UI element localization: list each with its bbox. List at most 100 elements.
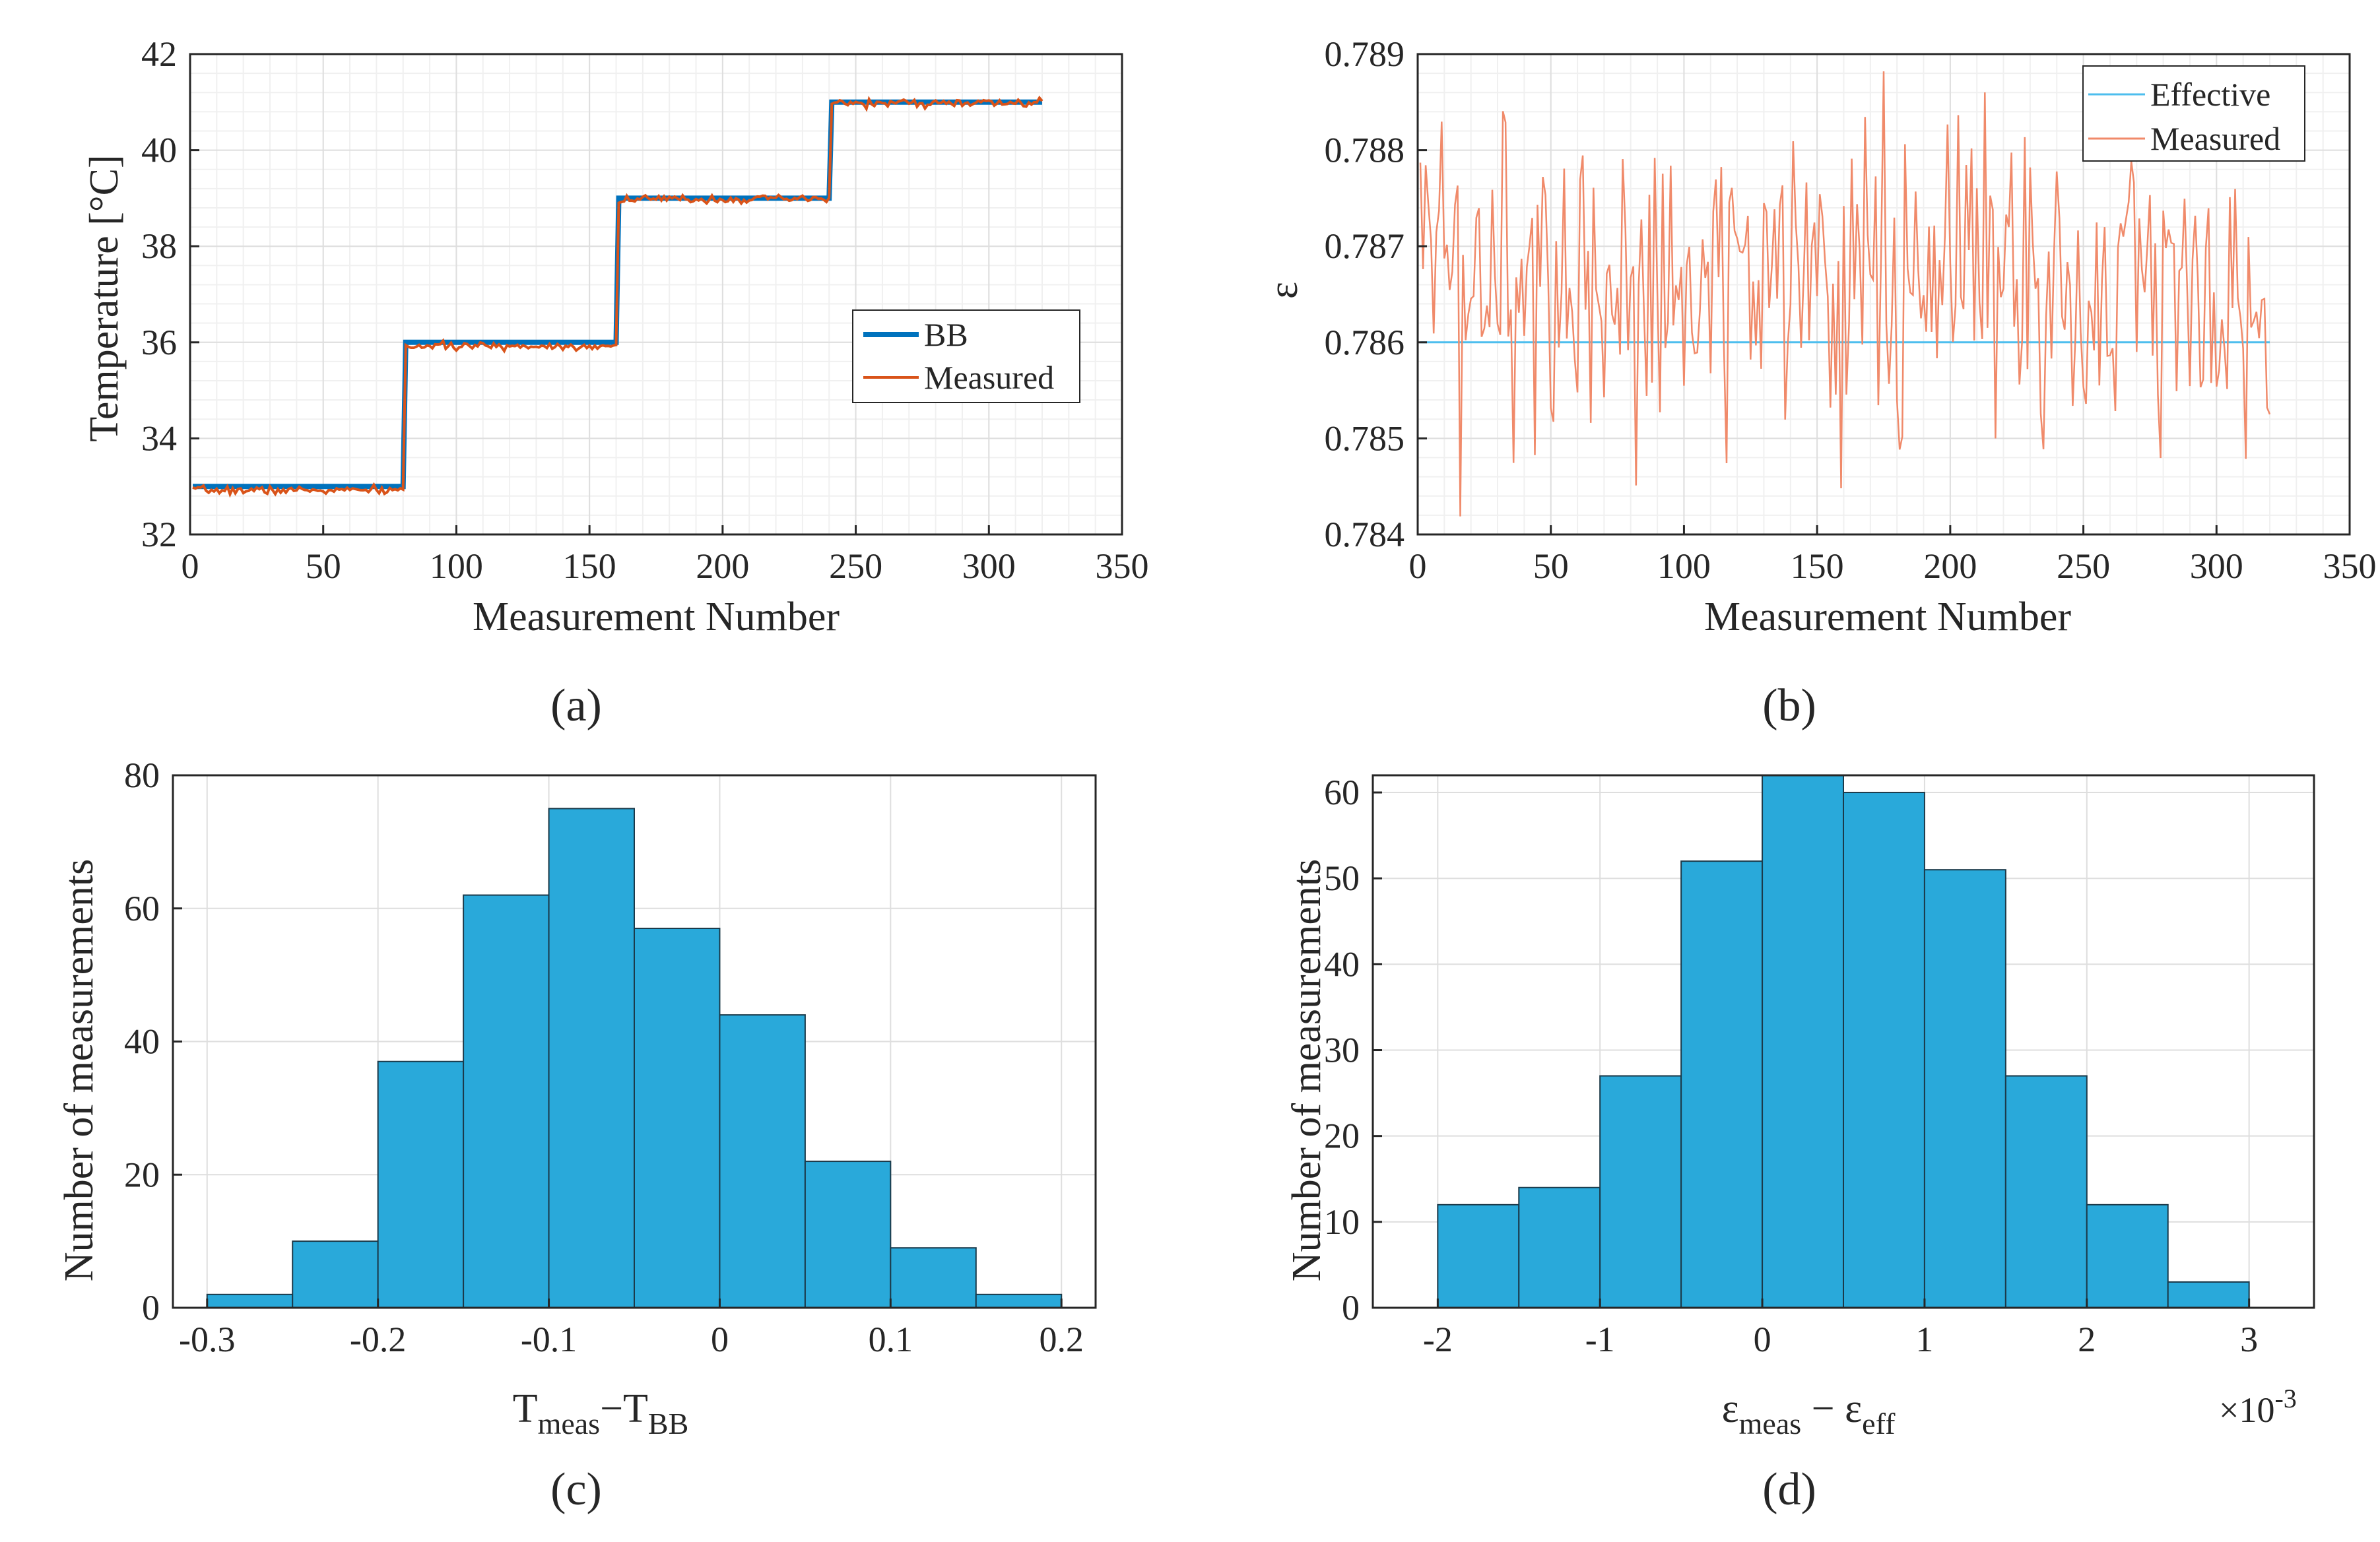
panel-b-legend-box bbox=[2082, 65, 2305, 162]
panel-d-histogram-bar bbox=[1518, 1186, 1601, 1308]
panel-c-histogram-bar bbox=[719, 1014, 806, 1309]
panel-d-x-tick-label: 2 bbox=[2078, 1320, 2096, 1359]
panel-d-x-tick-label: 1 bbox=[1915, 1320, 1933, 1359]
panel-b-x-tick-label: 300 bbox=[2190, 546, 2243, 586]
panel-a-y-tick-label: 36 bbox=[141, 323, 177, 362]
panel-b-legend-label-effective: Effective bbox=[2150, 76, 2270, 113]
panel-d-y-tick-label: 30 bbox=[1324, 1031, 1360, 1070]
panel-d-x-tick-label: -1 bbox=[1585, 1320, 1615, 1359]
panel-c-y-tick-label: 80 bbox=[124, 755, 160, 795]
panel-c-xlabel: Tmeas−TBB bbox=[513, 1386, 689, 1440]
panel-d-y-tick-label: 40 bbox=[1324, 944, 1360, 984]
panel-a-y-tick-label: 34 bbox=[141, 418, 177, 458]
panel-b-x-tick-label: 50 bbox=[1533, 546, 1569, 586]
panel-a-y-tick-label: 32 bbox=[141, 515, 177, 554]
panel-b-y-tick-label: 0.787 bbox=[1325, 226, 1405, 266]
panel-b-x-tick-label: 0 bbox=[1409, 546, 1427, 586]
panel-b-x-tick-label: 150 bbox=[1791, 546, 1844, 586]
panel-a-axes-frame bbox=[189, 53, 1123, 536]
panel-d-histogram-bar bbox=[1923, 869, 2006, 1308]
panel-c-histogram-bar bbox=[377, 1060, 465, 1308]
panel-a-x-tick-label: 250 bbox=[829, 546, 882, 586]
panel-b-ylabel: ε bbox=[1261, 282, 1306, 299]
panel-c-histogram-bar bbox=[463, 894, 550, 1308]
panel-b-y-tick-label: 0.784 bbox=[1325, 515, 1405, 554]
panel-a-xlabel: Measurement Number bbox=[473, 594, 840, 639]
panel-d-axes-frame bbox=[1372, 774, 2315, 1309]
panel-c-x-tick-label: -0.1 bbox=[521, 1320, 577, 1359]
panel-a-x-tick-label: 0 bbox=[182, 546, 199, 586]
panel-d-histogram-bar bbox=[2004, 1075, 2088, 1309]
panel-d-caption: (d) bbox=[1762, 1464, 1816, 1515]
panel-b-axes-frame bbox=[1416, 53, 2351, 536]
panel-b-series-measured-line bbox=[1419, 71, 2271, 517]
panel-c-y-tick-label: 20 bbox=[124, 1155, 160, 1194]
panel-a-y-tick-label: 40 bbox=[141, 131, 177, 170]
panel-d-y-tick-label: 60 bbox=[1324, 773, 1360, 812]
panel-c-y-tick-label: 40 bbox=[124, 1022, 160, 1062]
panel-c-histogram-bar bbox=[890, 1247, 977, 1309]
panel-b-legend-label-measured: Measured bbox=[2150, 120, 2280, 157]
panel-c-x-tick-label: 0.2 bbox=[1039, 1320, 1084, 1359]
panel-d-histogram-bar bbox=[1680, 860, 1764, 1308]
panel-c-y-tick-label: 0 bbox=[142, 1288, 160, 1328]
panel-b-x-tick-label: 350 bbox=[2323, 546, 2377, 586]
panel-b-legend: Effective Measured bbox=[2082, 65, 2305, 162]
panel-d-ylabel: Number of measurements bbox=[1284, 859, 1329, 1281]
panel-c-histogram-bar bbox=[548, 808, 635, 1308]
panel-c-x-tick-label: 0.1 bbox=[869, 1320, 913, 1359]
panel-a-x-tick-label: 350 bbox=[1096, 546, 1149, 586]
panel-b-y-tick-label: 0.788 bbox=[1325, 131, 1405, 170]
panel-d-histogram-bar bbox=[1437, 1204, 1520, 1308]
panel-a-caption: (a) bbox=[550, 680, 602, 731]
panel-c-x-tick-label: -0.3 bbox=[179, 1320, 235, 1359]
panel-c-caption: (c) bbox=[550, 1464, 602, 1515]
panel-a-legend-label-measured: Measured bbox=[924, 359, 1054, 396]
panel-d-x-tick-label: 0 bbox=[1754, 1320, 1771, 1359]
panel-b-xlabel: Measurement Number bbox=[1704, 594, 2071, 639]
panel-c-histogram-bar bbox=[804, 1161, 892, 1308]
panel-b-y-tick-label: 0.789 bbox=[1325, 34, 1405, 74]
panel-d-x-tick-label: 3 bbox=[2240, 1320, 2258, 1359]
panel-d-histogram-bar bbox=[2086, 1204, 2169, 1308]
panel-a-x-tick-label: 100 bbox=[430, 546, 483, 586]
panel-d-xlabel: εmeas − εeff bbox=[1722, 1386, 1896, 1440]
panel-a-temperature-plot: BB Measured Measurement Number Temperature … bbox=[82, 34, 1149, 731]
panel-d-histogram-bar bbox=[1762, 775, 1844, 1308]
panel-d-y-tick-label: 50 bbox=[1324, 858, 1360, 898]
panel-c-x-tick-label: -0.2 bbox=[350, 1320, 406, 1359]
panel-c-histogram-bar bbox=[206, 1293, 294, 1308]
panel-c-histogram-bar bbox=[975, 1293, 1063, 1308]
panel-c-ylabel: Number of measurements bbox=[57, 859, 102, 1281]
panel-d-y-tick-label: 20 bbox=[1324, 1116, 1360, 1156]
panel-d-y-tick-label: 10 bbox=[1324, 1202, 1360, 1242]
panel-a-y-tick-label: 38 bbox=[141, 226, 177, 266]
panel-b-caption: (b) bbox=[1762, 680, 1816, 731]
panel-d-histogram-bar bbox=[2167, 1281, 2250, 1309]
panel-a-x-tick-label: 300 bbox=[962, 546, 1016, 586]
panel-a-y-tick-label: 42 bbox=[141, 34, 177, 74]
panel-b-x-tick-label: 100 bbox=[1657, 546, 1711, 586]
panel-b-x-tick-label: 200 bbox=[1923, 546, 1977, 586]
panel-a-x-tick-label: 200 bbox=[696, 546, 749, 586]
panel-a-x-tick-label: 150 bbox=[563, 546, 616, 586]
panel-d-histogram-bar bbox=[1843, 792, 1925, 1308]
panel-c-histogram-bar bbox=[292, 1240, 379, 1308]
panel-b-y-tick-label: 0.785 bbox=[1325, 418, 1405, 458]
panel-b-y-tick-label: 0.786 bbox=[1325, 323, 1405, 362]
panel-c-x-tick-label: 0 bbox=[711, 1320, 729, 1359]
panel-a-plot-area bbox=[190, 54, 1122, 534]
panel-c-temperature-histogram: Number of measurements Tmeas−TBB (c) -0.3 -0… bbox=[57, 755, 1097, 1515]
panel-d-emissivity-histogram: Number of measurements εmeas − εeff ×10-3 (… bbox=[1284, 773, 2315, 1515]
panel-d-histogram-bar bbox=[1599, 1075, 1682, 1309]
panel-a-legend-label-bb: BB bbox=[924, 316, 968, 353]
panel-c-histogram-bar bbox=[634, 928, 721, 1308]
panel-d-x-tick-label: -2 bbox=[1423, 1320, 1453, 1359]
panel-b-emissivity-plot: Effective Measured Measurement Number ε (b) 0… bbox=[1261, 34, 2377, 731]
panel-c-y-tick-label: 60 bbox=[124, 889, 160, 928]
panel-a-legend: BB Measured bbox=[852, 309, 1080, 403]
panel-a-series-measured-line bbox=[192, 95, 1043, 498]
panel-d-y-tick-label: 0 bbox=[1342, 1288, 1360, 1328]
panel-b-x-tick-label: 250 bbox=[2057, 546, 2110, 586]
